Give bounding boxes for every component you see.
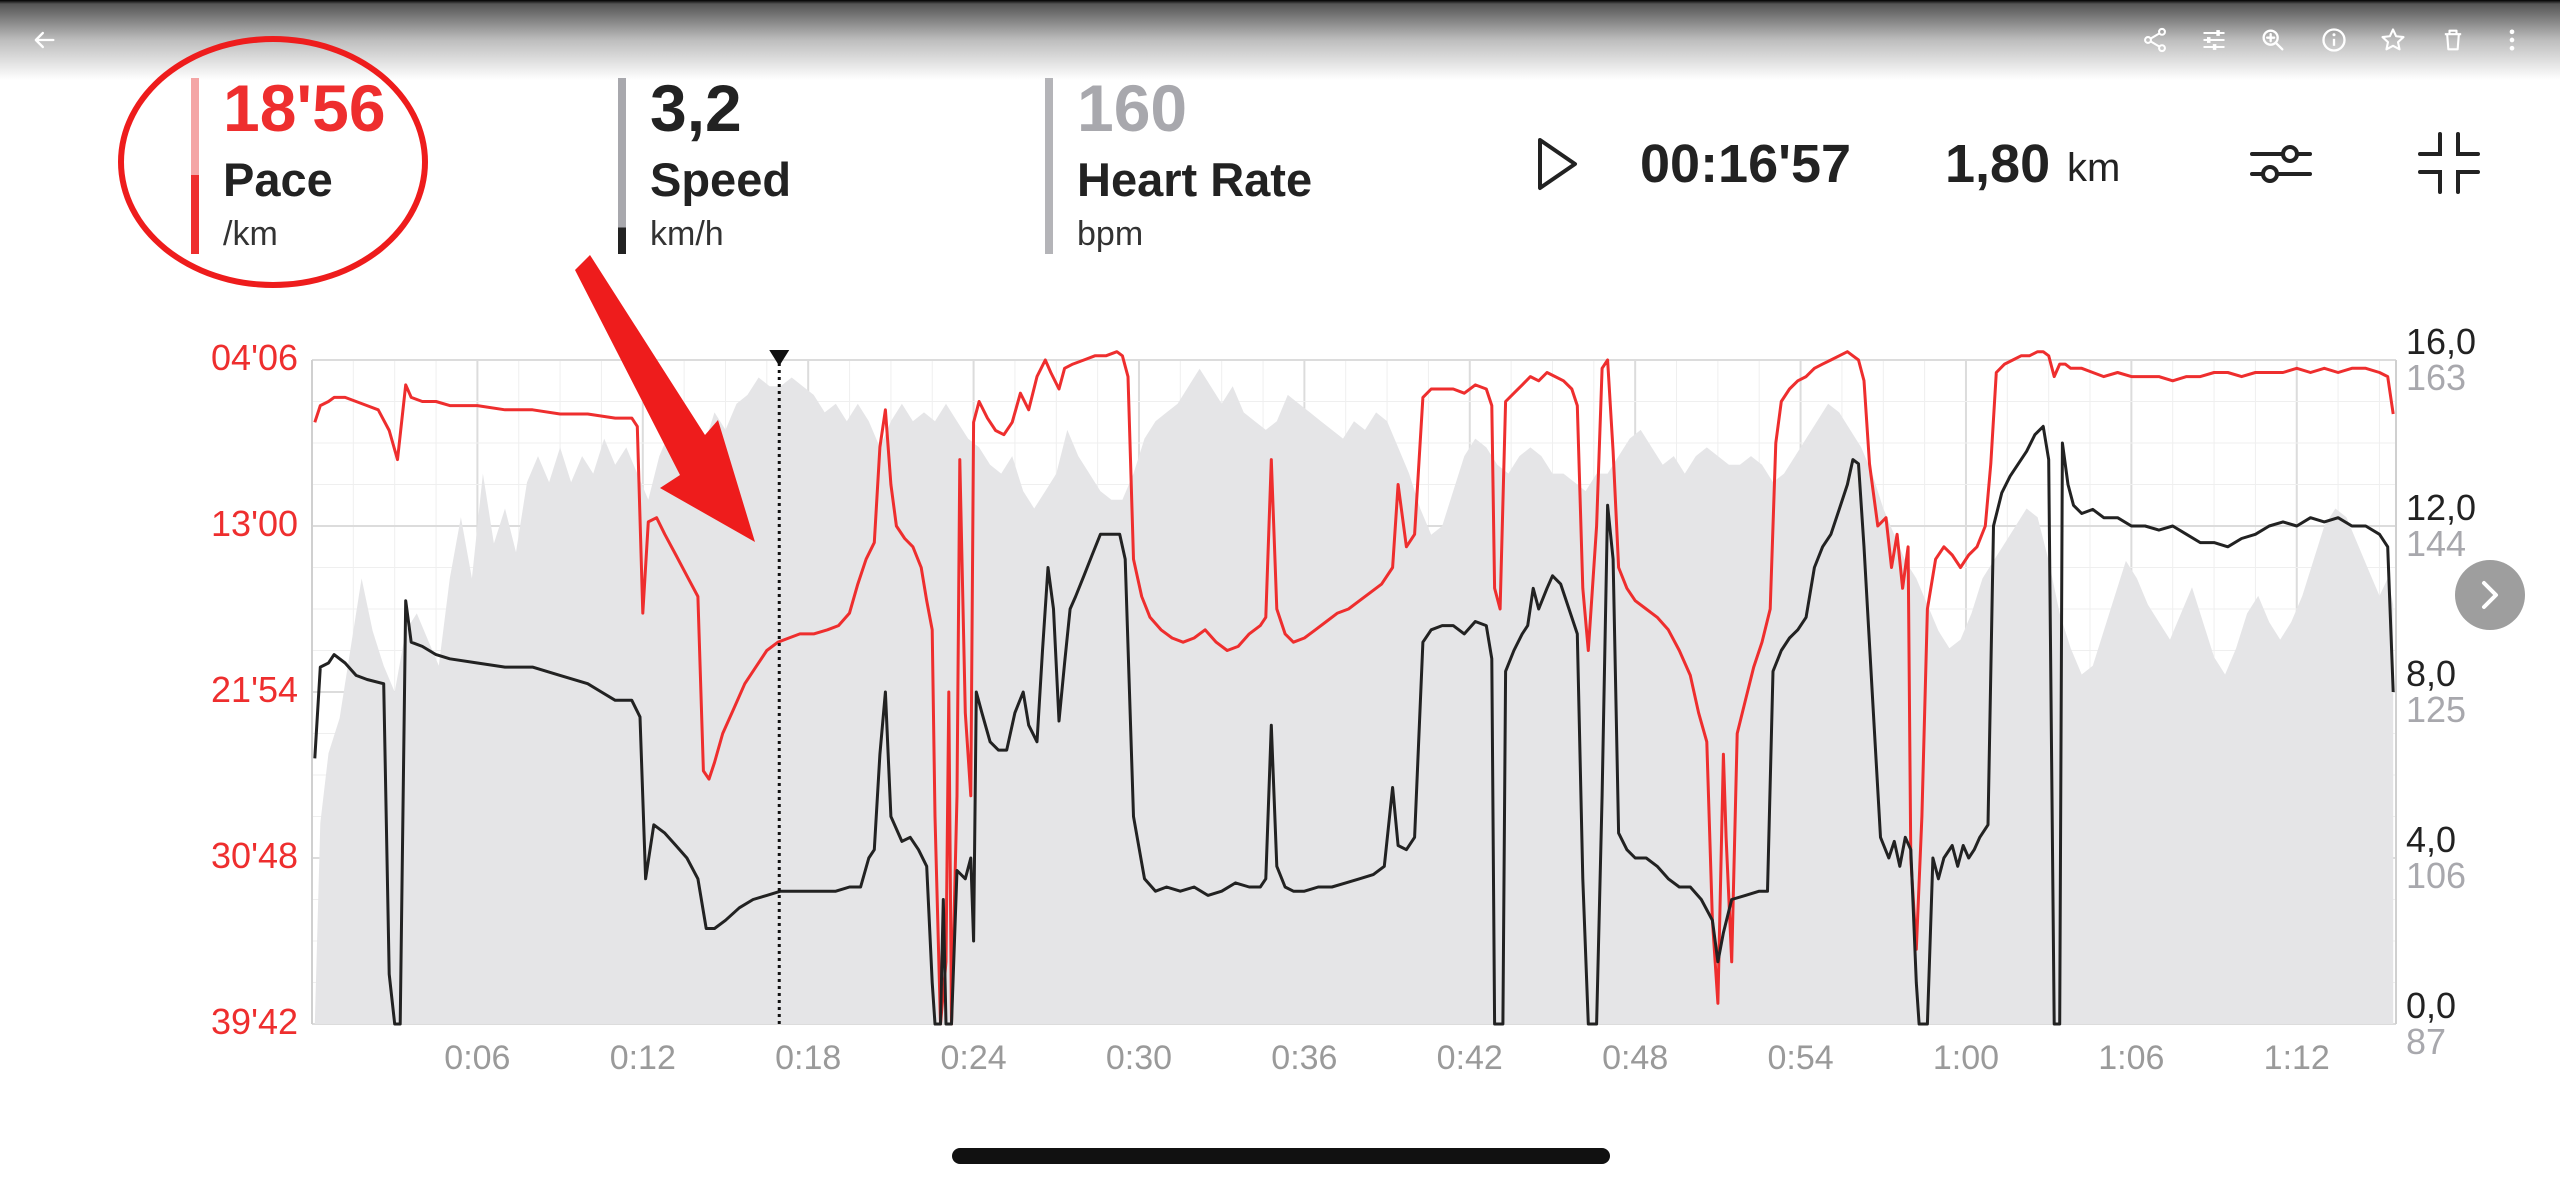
speed-indicator-bar (618, 78, 626, 254)
time-axis-label: 1:06 (2098, 1039, 2165, 1077)
speed-value: 3,2 (650, 71, 742, 145)
pace-line (313, 350, 2395, 1026)
zoom-icon[interactable] (2259, 26, 2287, 54)
pace-axis-label: 04'06 (211, 337, 298, 378)
duration-value: 00:16'57 (1640, 134, 1852, 194)
time-axis-label: 0:30 (1105, 1039, 1173, 1077)
heart-rate-axis-label: 144 (2406, 523, 2467, 564)
speed-unit: km/h (650, 215, 724, 253)
time-axis-label: 0:42 (1436, 1039, 1503, 1077)
heart-rate-unit: bpm (1077, 215, 1144, 253)
time-axis-label: 0:36 (1271, 1039, 1338, 1077)
time-axis-label: 1:12 (2263, 1039, 2330, 1077)
heart-rate-area (314, 368, 2394, 1024)
tune-icon[interactable] (2200, 26, 2228, 54)
time-axis-label: 1:00 (1932, 1039, 2000, 1077)
cursor-marker-icon[interactable] (769, 350, 790, 366)
speed-axis-label: 12,0 (2406, 487, 2477, 528)
info-icon[interactable] (2320, 26, 2348, 54)
time-axis-label: 0:18 (775, 1039, 842, 1077)
time-axis-label: 0:54 (1767, 1039, 1834, 1077)
star-icon[interactable] (2379, 26, 2407, 54)
more-vert-icon[interactable] (2498, 26, 2526, 54)
pace-axis-label: 30'48 (211, 835, 298, 876)
heart-rate-indicator-bar (1045, 78, 1053, 254)
heart-rate-axis-label: 87 (2406, 1021, 2447, 1062)
time-axis-label: 0:12 (609, 1039, 676, 1077)
heart-rate-value: 160 (1077, 71, 1188, 145)
heart-rate-axis-label: 125 (2406, 689, 2467, 730)
heart-rate-axis-label: 106 (2406, 855, 2467, 896)
pace-axis-label: 21'54 (211, 669, 298, 710)
time-axis-label: 0:48 (1602, 1039, 1669, 1077)
pace-axis-label: 39'42 (211, 1001, 298, 1042)
sliders-settings-icon[interactable] (2250, 140, 2312, 188)
speed-label: Speed (650, 153, 792, 206)
home-indicator[interactable] (952, 1148, 1610, 1164)
distance-value: 1,80 (1945, 134, 2051, 194)
share-icon[interactable] (2141, 26, 2169, 54)
highlight-circle-annotation (118, 36, 428, 288)
speed-axis-label: 16,0 (2406, 321, 2477, 362)
play-icon[interactable] (1535, 136, 1579, 192)
heart-rate-axis-label: 163 (2406, 357, 2467, 398)
top-app-bar (0, 0, 2560, 80)
trash-icon[interactable] (2439, 26, 2467, 54)
time-axis-label: 0:24 (940, 1039, 1007, 1077)
distance-unit: km (2067, 146, 2121, 190)
heart-rate-label: Heart Rate (1077, 153, 1313, 206)
speed-axis-label: 4,0 (2406, 819, 2457, 860)
speed-axis-label: 8,0 (2406, 653, 2457, 694)
red-arrow-annotation (575, 255, 755, 542)
collapse-fullscreen-icon[interactable] (2418, 132, 2480, 194)
back-arrow-icon[interactable] (30, 26, 58, 54)
time-axis-label: 0:06 (444, 1039, 511, 1077)
pace-axis-label: 13'00 (211, 503, 298, 544)
next-chart-button[interactable] (2455, 560, 2525, 630)
speed-axis-label: 0,0 (2406, 985, 2457, 1026)
speed-line (313, 424, 2395, 1026)
